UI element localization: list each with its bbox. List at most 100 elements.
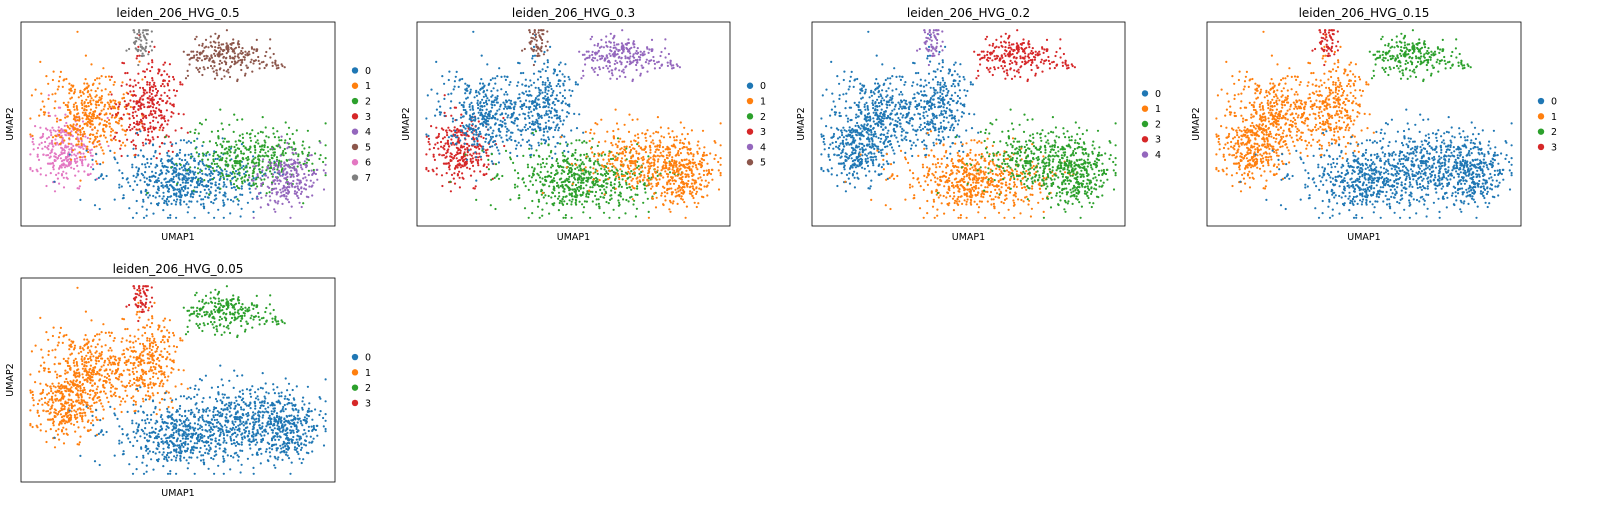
scatter-point bbox=[163, 91, 166, 94]
scatter-point bbox=[274, 182, 277, 185]
scatter-point bbox=[234, 188, 237, 191]
scatter-point bbox=[307, 151, 310, 154]
scatter-point bbox=[489, 135, 492, 138]
scatter-point bbox=[284, 167, 287, 170]
scatter-point bbox=[146, 183, 149, 186]
scatter-point bbox=[258, 145, 262, 148]
scatter-point bbox=[171, 172, 174, 176]
scatter-point bbox=[491, 145, 494, 148]
scatter-point bbox=[528, 116, 531, 120]
scatter-point bbox=[92, 115, 95, 118]
scatter-point bbox=[309, 179, 312, 182]
scatter-point bbox=[287, 201, 291, 204]
scatter-point bbox=[120, 117, 123, 120]
scatter-point bbox=[85, 109, 88, 112]
scatter-point bbox=[208, 57, 211, 60]
scatter-point bbox=[531, 120, 534, 123]
scatter-point bbox=[202, 141, 205, 144]
scatter-point bbox=[627, 200, 630, 203]
scatter-point bbox=[169, 216, 172, 219]
scatter-point bbox=[480, 158, 483, 161]
scatter-point bbox=[229, 147, 232, 150]
scatter-point bbox=[151, 79, 154, 82]
scatter-point bbox=[485, 125, 488, 128]
scatter-point bbox=[147, 50, 150, 54]
scatter-point bbox=[278, 171, 281, 174]
scatter-point bbox=[695, 187, 698, 190]
scatter-point bbox=[589, 128, 593, 131]
scatter-point bbox=[150, 49, 153, 52]
scatter-point bbox=[90, 120, 93, 123]
scatter-point bbox=[149, 140, 152, 143]
scatter-point bbox=[162, 79, 165, 83]
scatter-point bbox=[222, 194, 225, 197]
scatter-point bbox=[535, 149, 538, 152]
scatter-point bbox=[611, 162, 614, 165]
scatter-point bbox=[511, 131, 514, 134]
scatter-point bbox=[661, 146, 665, 149]
scatter-point bbox=[455, 131, 458, 134]
scatter-point bbox=[486, 117, 489, 120]
scatter-point bbox=[311, 162, 314, 165]
scatter-point bbox=[503, 118, 506, 122]
scatter-point bbox=[90, 154, 93, 157]
scatter-point bbox=[144, 142, 147, 145]
scatter-point bbox=[81, 120, 85, 123]
scatter-point bbox=[657, 148, 660, 151]
scatter-point bbox=[272, 151, 275, 154]
scatter-point bbox=[120, 84, 123, 87]
scatter-point bbox=[647, 177, 651, 180]
scatter-point bbox=[634, 163, 637, 166]
scatter-point bbox=[51, 93, 54, 96]
scatter-point bbox=[100, 101, 103, 104]
scatter-point bbox=[310, 169, 313, 172]
scatter-point bbox=[556, 171, 559, 174]
scatter-point bbox=[208, 59, 211, 62]
scatter-point bbox=[707, 181, 710, 184]
scatter-point bbox=[209, 64, 213, 68]
scatter-point bbox=[247, 53, 250, 57]
scatter-point bbox=[105, 124, 108, 127]
scatter-point bbox=[477, 159, 480, 162]
scatter-point bbox=[493, 99, 496, 102]
scatter-point bbox=[296, 187, 300, 190]
scatter-point bbox=[166, 203, 169, 206]
scatter-point bbox=[121, 172, 124, 175]
scatter-point bbox=[150, 40, 154, 43]
scatter-point bbox=[556, 99, 559, 102]
scatter-point bbox=[53, 107, 56, 110]
scatter-point bbox=[695, 192, 698, 195]
scatter-point bbox=[59, 118, 62, 122]
scatter-point bbox=[162, 209, 165, 212]
scatter-point bbox=[485, 108, 488, 111]
scatter-point bbox=[103, 123, 107, 126]
scatter-point bbox=[262, 148, 265, 151]
scatter-point bbox=[455, 146, 458, 149]
scatter-point bbox=[664, 170, 667, 173]
scatter-point bbox=[152, 212, 155, 215]
scatter-point bbox=[438, 111, 441, 114]
scatter-point bbox=[586, 180, 589, 183]
scatter-point bbox=[202, 49, 205, 52]
scatter-point bbox=[117, 122, 120, 125]
scatter-point bbox=[197, 155, 200, 158]
scatter-point bbox=[547, 79, 550, 82]
scatter-point bbox=[256, 174, 259, 178]
scatter-point bbox=[73, 108, 76, 111]
scatter-point bbox=[180, 188, 184, 191]
scatter-point bbox=[149, 112, 152, 115]
scatter-point bbox=[51, 126, 54, 129]
scatter-point bbox=[669, 136, 672, 139]
scatter-point bbox=[141, 54, 144, 58]
scatter-point bbox=[180, 194, 183, 197]
scatter-point bbox=[125, 103, 128, 106]
scatter-point bbox=[242, 168, 245, 171]
scatter-point bbox=[241, 136, 245, 139]
scatter-point bbox=[644, 166, 647, 169]
scatter-point bbox=[139, 105, 142, 108]
scatter-point bbox=[690, 182, 694, 185]
scatter-point bbox=[181, 181, 184, 184]
scatter-point bbox=[527, 188, 530, 191]
scatter-point bbox=[555, 159, 558, 163]
scatter-point bbox=[460, 157, 464, 160]
